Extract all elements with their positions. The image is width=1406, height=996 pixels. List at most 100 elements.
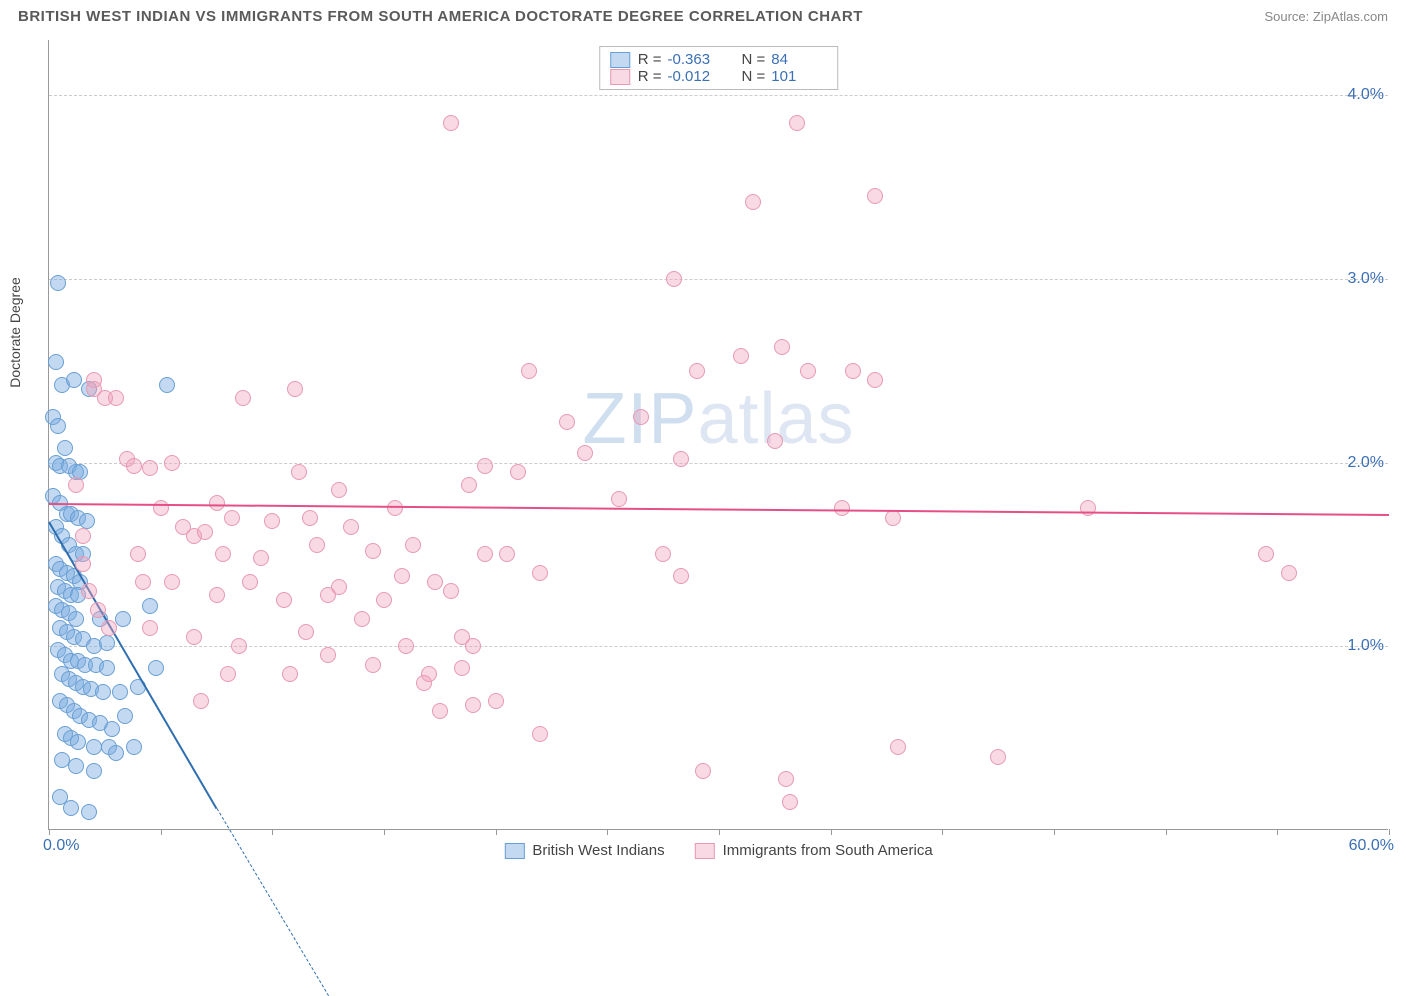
data-point bbox=[287, 381, 303, 397]
legend-n-value: 101 bbox=[771, 68, 827, 85]
data-point bbox=[197, 524, 213, 540]
data-point bbox=[745, 194, 761, 210]
data-point bbox=[387, 500, 403, 516]
data-point bbox=[1080, 500, 1096, 516]
data-point bbox=[443, 583, 459, 599]
x-tick bbox=[161, 829, 162, 835]
x-tick bbox=[607, 829, 608, 835]
data-point bbox=[48, 354, 64, 370]
data-point bbox=[320, 587, 336, 603]
data-point bbox=[309, 537, 325, 553]
data-point bbox=[164, 455, 180, 471]
data-point bbox=[95, 684, 111, 700]
data-point bbox=[142, 598, 158, 614]
legend-swatch bbox=[610, 52, 630, 68]
data-point bbox=[220, 666, 236, 682]
data-point bbox=[68, 477, 84, 493]
data-point bbox=[443, 115, 459, 131]
data-point bbox=[673, 568, 689, 584]
y-axis-label: Doctorate Degree bbox=[7, 277, 23, 388]
y-tick-label: 2.0% bbox=[1348, 454, 1384, 472]
data-point bbox=[454, 660, 470, 676]
data-point bbox=[164, 574, 180, 590]
legend-r-label: R = bbox=[638, 68, 662, 85]
data-point bbox=[130, 546, 146, 562]
data-point bbox=[99, 635, 115, 651]
legend-n-label: N = bbox=[742, 51, 766, 68]
data-point bbox=[405, 537, 421, 553]
data-point bbox=[689, 363, 705, 379]
data-point bbox=[75, 556, 91, 572]
x-axis-min-label: 0.0% bbox=[43, 837, 79, 855]
data-point bbox=[990, 749, 1006, 765]
data-point bbox=[90, 602, 106, 618]
data-point bbox=[499, 546, 515, 562]
data-point bbox=[101, 620, 117, 636]
x-tick bbox=[719, 829, 720, 835]
data-point bbox=[365, 657, 381, 673]
data-point bbox=[416, 675, 432, 691]
scatter-chart: Doctorate Degree ZIPatlas R =-0.363N =84… bbox=[48, 40, 1388, 830]
x-tick bbox=[496, 829, 497, 835]
data-point bbox=[99, 660, 115, 676]
data-point bbox=[778, 771, 794, 787]
data-point bbox=[63, 800, 79, 816]
data-point bbox=[148, 660, 164, 676]
data-point bbox=[117, 708, 133, 724]
data-point bbox=[142, 620, 158, 636]
legend-series-label: British West Indians bbox=[532, 842, 664, 859]
data-point bbox=[767, 433, 783, 449]
data-point bbox=[398, 638, 414, 654]
x-axis-max-label: 60.0% bbox=[1349, 837, 1394, 855]
data-point bbox=[733, 348, 749, 364]
data-point bbox=[50, 418, 66, 434]
data-point bbox=[577, 445, 593, 461]
data-point bbox=[376, 592, 392, 608]
data-point bbox=[126, 739, 142, 755]
data-point bbox=[57, 440, 73, 456]
data-point bbox=[298, 624, 314, 640]
data-point bbox=[394, 568, 410, 584]
data-point bbox=[320, 647, 336, 663]
trend-line-extrapolation bbox=[216, 808, 329, 996]
data-point bbox=[532, 565, 548, 581]
data-point bbox=[845, 363, 861, 379]
data-point bbox=[695, 763, 711, 779]
data-point bbox=[104, 721, 120, 737]
data-point bbox=[186, 629, 202, 645]
data-point bbox=[86, 739, 102, 755]
data-point bbox=[50, 275, 66, 291]
data-point bbox=[782, 794, 798, 810]
legend-swatch bbox=[695, 843, 715, 859]
data-point bbox=[70, 734, 86, 750]
correlation-legend: R =-0.363N =84R =-0.012N =101 bbox=[599, 46, 839, 90]
data-point bbox=[253, 550, 269, 566]
x-tick bbox=[831, 829, 832, 835]
x-tick bbox=[384, 829, 385, 835]
data-point bbox=[108, 745, 124, 761]
data-point bbox=[343, 519, 359, 535]
legend-n-value: 84 bbox=[771, 51, 827, 68]
data-point bbox=[673, 451, 689, 467]
x-tick bbox=[1389, 829, 1390, 835]
x-tick bbox=[1166, 829, 1167, 835]
data-point bbox=[224, 510, 240, 526]
data-point bbox=[890, 739, 906, 755]
data-point bbox=[488, 693, 504, 709]
legend-r-value: -0.363 bbox=[668, 51, 724, 68]
data-point bbox=[365, 543, 381, 559]
data-point bbox=[510, 464, 526, 480]
legend-row: R =-0.363N =84 bbox=[610, 51, 828, 68]
data-point bbox=[215, 546, 231, 562]
data-point bbox=[264, 513, 280, 529]
data-point bbox=[532, 726, 548, 742]
data-point bbox=[209, 495, 225, 511]
data-point bbox=[666, 271, 682, 287]
y-tick-label: 1.0% bbox=[1348, 637, 1384, 655]
source-label: Source: ZipAtlas.com bbox=[1264, 9, 1388, 24]
data-point bbox=[75, 528, 91, 544]
x-tick bbox=[1054, 829, 1055, 835]
gridline bbox=[49, 95, 1388, 96]
data-point bbox=[633, 409, 649, 425]
x-tick bbox=[272, 829, 273, 835]
